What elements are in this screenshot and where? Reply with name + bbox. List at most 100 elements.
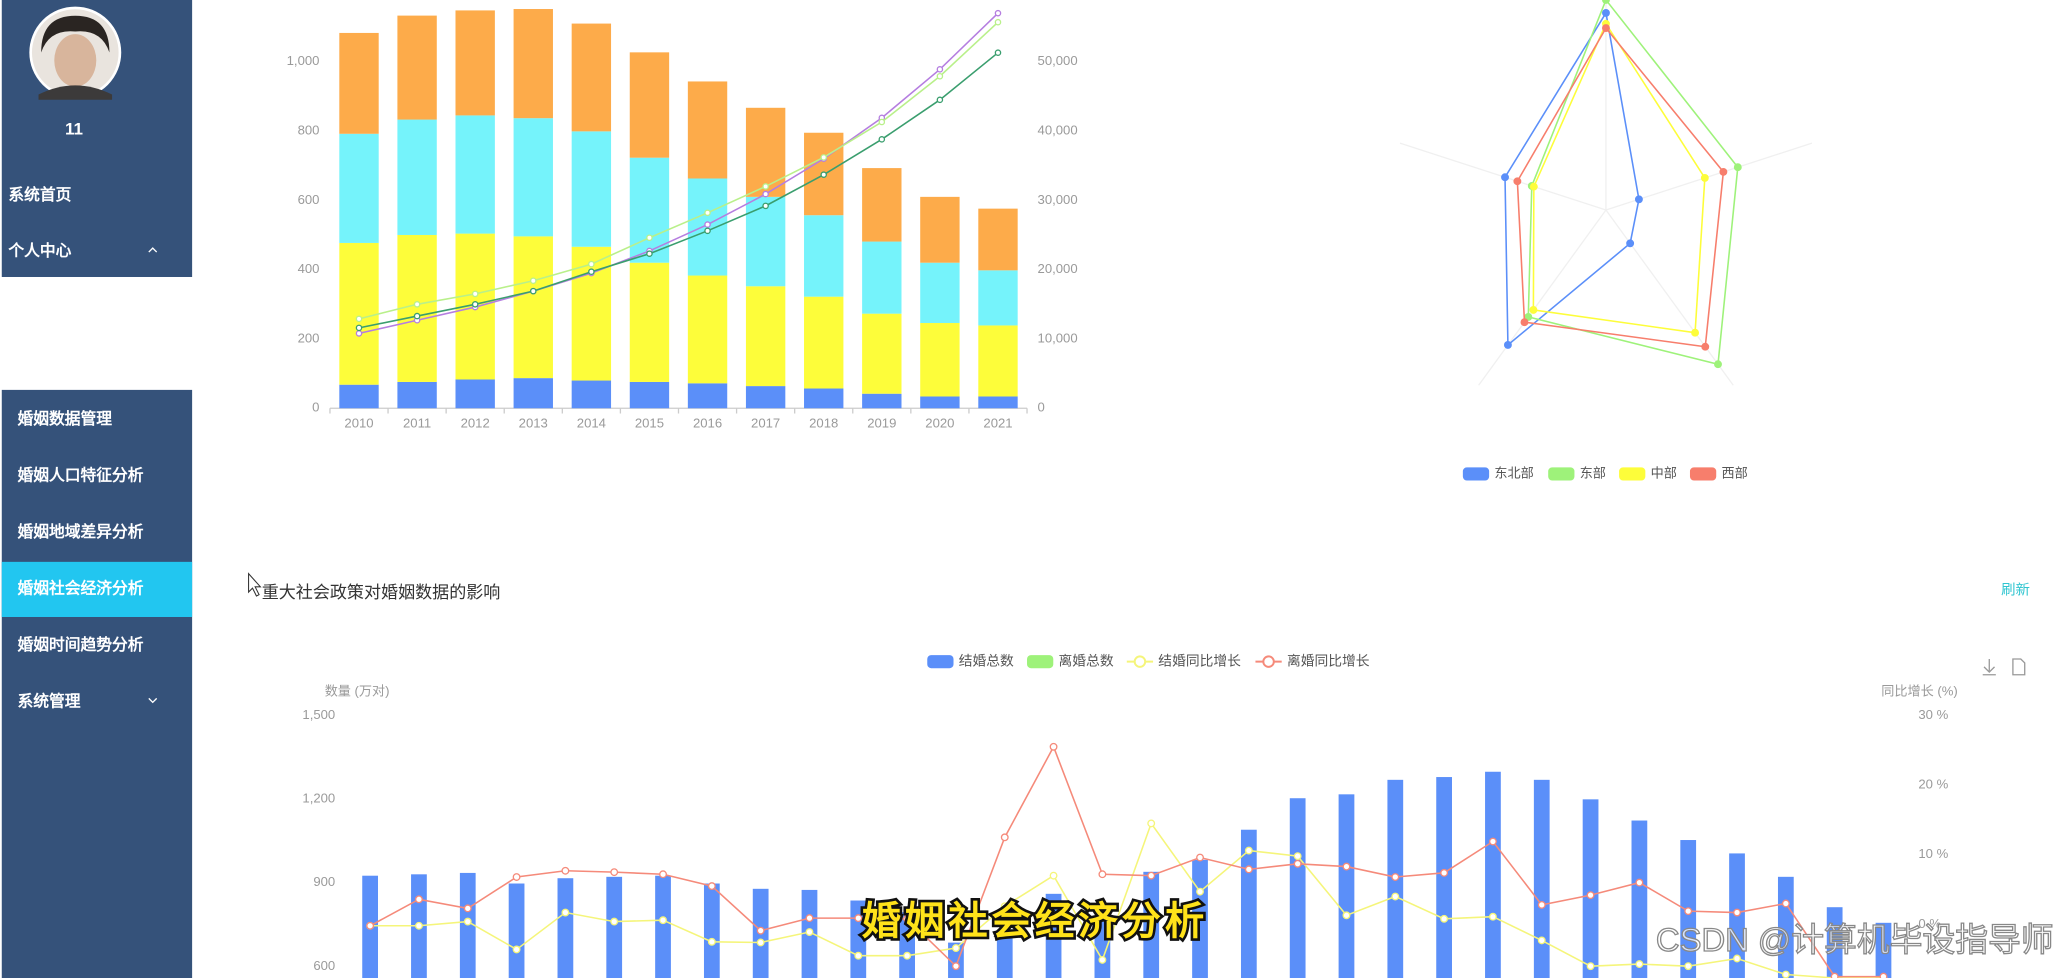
watermark: CSDN @计算机毕设指导师 — [1656, 921, 2054, 958]
bar — [862, 168, 902, 242]
line-point — [951, 962, 960, 971]
bar — [1045, 893, 1062, 978]
bar — [978, 270, 1018, 326]
line-point — [704, 209, 711, 217]
menu-item[interactable]: 婚姻人口特征分析 — [18, 466, 144, 485]
line-point — [1244, 865, 1253, 874]
refresh-link[interactable]: 刷新 — [2001, 582, 2030, 599]
menu-item[interactable]: 系统首页 — [8, 185, 71, 204]
line-point — [854, 914, 863, 923]
line-point — [413, 312, 421, 320]
bar — [455, 10, 495, 116]
line-point — [1635, 878, 1644, 887]
bar — [513, 9, 553, 119]
y-tick-label: 0 — [312, 400, 319, 415]
line-point — [1781, 899, 1790, 908]
bar — [1485, 771, 1501, 978]
bar — [745, 107, 786, 197]
line-point — [646, 234, 653, 242]
y2-tick-label: 30 % — [1918, 707, 1948, 722]
bar — [397, 119, 437, 235]
legend-marker — [1262, 655, 1275, 668]
radar-point — [1602, 8, 1610, 17]
line-point — [1440, 868, 1449, 877]
menu-item[interactable]: 个人中心 — [7, 241, 71, 260]
x-tick-label: 2012 — [461, 415, 490, 430]
bar — [339, 32, 379, 134]
line-point — [561, 908, 570, 917]
radar-point — [1602, 24, 1610, 33]
bar — [629, 157, 670, 263]
line — [358, 12, 999, 335]
bar — [629, 381, 670, 409]
bar — [1338, 794, 1355, 978]
line-point — [355, 315, 363, 323]
bar — [397, 234, 437, 382]
line-point — [994, 18, 1002, 26]
bar — [920, 196, 960, 263]
y2-axis-title: 同比增长 (%) — [1881, 683, 1957, 698]
legend-marker — [1689, 467, 1717, 481]
y-axis-title: 数量 (万对) — [325, 683, 390, 698]
radar-axis — [1605, 209, 1734, 386]
line-point — [1586, 962, 1595, 971]
radar-point — [1529, 305, 1538, 314]
bar — [339, 242, 379, 385]
radar-line — [1504, 10, 1640, 347]
chevron — [148, 247, 158, 253]
radar-point — [1626, 239, 1635, 248]
x-tick-label: 2011 — [403, 415, 431, 430]
radar-line — [1532, 22, 1706, 334]
bar — [1436, 777, 1452, 978]
menu-item[interactable]: 婚姻社会经济分析 — [18, 579, 144, 598]
y2-tick-label: 30,000 — [1038, 192, 1078, 207]
radar-axis — [1478, 209, 1607, 386]
line-point — [415, 921, 423, 930]
legend-label: 离婚同比增长 — [1287, 652, 1370, 668]
bar — [862, 313, 902, 394]
chart-title: 重大社会政策对婚姻数据的影响 — [262, 583, 501, 602]
bar — [1192, 859, 1208, 978]
y-tick-label: 1,000 — [287, 53, 320, 68]
legend-marker — [1133, 655, 1147, 668]
bar — [513, 236, 553, 379]
bar — [557, 878, 574, 978]
bar — [339, 384, 379, 409]
line-point — [805, 914, 814, 923]
bar — [920, 323, 960, 397]
legend-label: 东部 — [1580, 465, 1606, 480]
x-tick-label: 2021 — [983, 415, 1012, 430]
bar — [455, 379, 495, 409]
legend-label: 西部 — [1721, 465, 1747, 480]
menu-item[interactable]: 婚姻地域差异分析 — [18, 522, 144, 541]
line-point — [903, 914, 912, 923]
legend-label: 东北部 — [1494, 465, 1533, 480]
bar — [606, 876, 623, 978]
line-point — [878, 136, 886, 143]
bar — [397, 381, 437, 409]
line-point — [762, 202, 769, 210]
bar — [745, 196, 786, 287]
y2-tick-label: 10,000 — [1038, 330, 1078, 345]
line-point — [659, 870, 667, 879]
video-subtitle: 婚姻社会经济分析 — [862, 900, 1209, 944]
y-tick-label: 800 — [298, 122, 320, 137]
line-point — [1000, 902, 1009, 911]
line-point — [854, 951, 863, 960]
line-point — [1098, 955, 1107, 964]
bar — [571, 23, 612, 132]
bar — [687, 275, 728, 384]
line-point — [756, 926, 765, 935]
legend-marker — [1548, 467, 1575, 481]
bar — [1777, 876, 1794, 978]
bar — [920, 396, 960, 409]
menu-item[interactable]: 婚姻时间趋势分析 — [18, 635, 144, 654]
legend-label: 中部 — [1651, 465, 1677, 480]
x-tick-label: 2016 — [693, 415, 722, 430]
menu-item[interactable]: 婚姻数据管理 — [18, 409, 113, 428]
line-point — [903, 951, 912, 960]
legend-marker — [927, 655, 954, 669]
cursor — [248, 572, 262, 597]
menu-item[interactable]: 系统管理 — [18, 691, 81, 710]
line-point — [1147, 871, 1156, 880]
